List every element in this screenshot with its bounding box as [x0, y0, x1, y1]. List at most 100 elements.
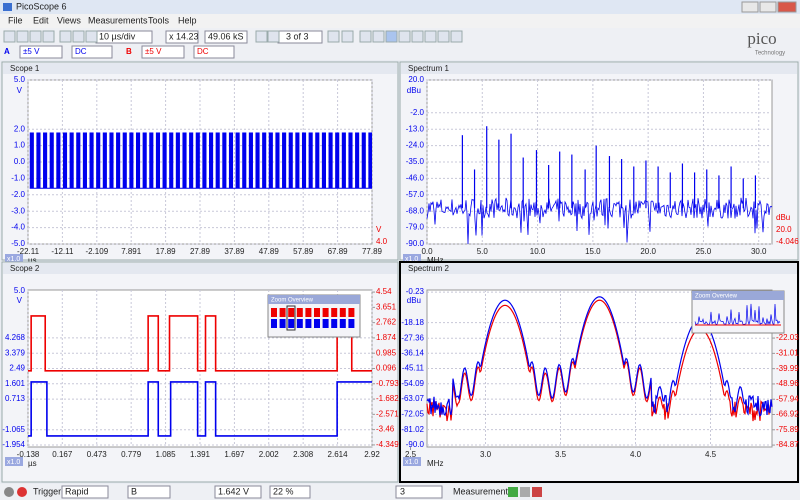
run-button[interactable] — [4, 487, 14, 497]
menu-item[interactable]: Help — [178, 15, 197, 25]
panel-title: Scope 2 — [10, 264, 40, 273]
close-button[interactable] — [777, 1, 797, 13]
menu-item[interactable]: Tools — [148, 15, 170, 25]
pulse — [275, 132, 280, 189]
menu-item[interactable]: Edit — [33, 15, 49, 25]
pulse — [135, 132, 141, 189]
x-tick-label: -2.109 — [85, 247, 108, 256]
add-measurement[interactable] — [508, 487, 518, 497]
y2-tick-label: -22.03 — [776, 333, 799, 342]
y-tick-label: -63.07 — [401, 394, 424, 403]
menu-item[interactable]: File — [8, 15, 23, 25]
pulse — [202, 132, 207, 189]
tool-button[interactable] — [398, 30, 411, 43]
pulse — [288, 132, 293, 189]
pulse — [69, 132, 74, 189]
menu-item[interactable]: Views — [57, 15, 81, 25]
delete-measurement[interactable] — [532, 487, 542, 497]
stop-button[interactable] — [17, 487, 27, 497]
y-tick-label: -72.05 — [401, 410, 424, 419]
maximize-button[interactable] — [759, 1, 777, 13]
pulse — [248, 132, 253, 189]
tool-button[interactable] — [359, 30, 372, 43]
pulse — [43, 132, 48, 189]
tool-button[interactable] — [16, 30, 29, 43]
edit-measurement[interactable] — [520, 487, 530, 497]
menu-item[interactable]: Measurements — [88, 15, 148, 25]
tool-button[interactable] — [42, 30, 55, 43]
y-tick-label: 2.0 — [14, 124, 26, 133]
y2-tick-label: -48.96 — [776, 379, 799, 388]
channel-name: B — [126, 47, 132, 56]
tool-button[interactable] — [327, 30, 340, 43]
zoom-overview-title: Zoom Overview — [271, 298, 314, 304]
panel-title: Spectrum 2 — [408, 264, 449, 273]
y-unit: dBu — [407, 296, 421, 305]
panel: Scope 15.02.01.00.0-1.0-2.0-3.0-4.0-5.0-… — [1, 61, 399, 265]
x-tick-label: 5.0 — [477, 247, 489, 256]
pulse — [129, 132, 134, 189]
scale-tag-bg — [5, 254, 23, 263]
range-box[interactable] — [141, 45, 185, 59]
zoom-thumb — [348, 319, 355, 328]
x-tick-label: 37.89 — [224, 247, 245, 256]
pulse — [56, 132, 61, 189]
pulse — [29, 132, 34, 189]
trigger-mode: Rapid — [65, 486, 89, 496]
tool-button[interactable] — [385, 30, 398, 43]
tool-button[interactable] — [450, 30, 463, 43]
menu-bar — [0, 14, 800, 28]
pulse — [109, 132, 114, 189]
x-tick-label: -0.138 — [17, 450, 40, 459]
tool-button[interactable] — [72, 30, 85, 43]
coupling-box[interactable] — [193, 45, 235, 59]
minimize-button[interactable] — [741, 1, 759, 13]
tool-button[interactable] — [59, 30, 72, 43]
tool-button[interactable] — [3, 30, 16, 43]
y-tick-label: -90.0 — [406, 239, 425, 248]
pulse — [76, 132, 81, 189]
range-box[interactable] — [19, 45, 63, 59]
tool-button[interactable] — [372, 30, 385, 43]
tool-button[interactable] — [29, 30, 42, 43]
y-tick-label: 20.0 — [408, 75, 424, 84]
zoom-thumb — [348, 308, 355, 317]
zoom-box[interactable] — [165, 30, 199, 44]
y-tick-label: 1.0 — [14, 141, 26, 150]
coupling-box[interactable] — [71, 45, 113, 59]
pulse — [282, 132, 287, 189]
y2-tick-label: -3.46 — [376, 425, 395, 434]
pulse — [295, 132, 300, 189]
tool-button[interactable] — [255, 30, 268, 43]
pulse — [361, 132, 366, 189]
tool-button[interactable] — [411, 30, 424, 43]
y-tick-label: -18.18 — [401, 318, 424, 327]
samples-box[interactable] — [204, 30, 248, 44]
tool-button[interactable] — [437, 30, 450, 43]
x-unit: µs — [28, 459, 37, 468]
trigger-level-box[interactable] — [214, 485, 262, 499]
trigger-count-box[interactable] — [395, 485, 443, 499]
tool-button[interactable] — [85, 30, 98, 43]
y-unit: V — [17, 296, 23, 305]
y2-tick-label: -2.571 — [376, 409, 399, 418]
zoom-window[interactable] — [286, 305, 296, 331]
zoom-thumb — [314, 319, 320, 328]
tool-icons — [3, 30, 463, 43]
scale-tag: x1.0 — [7, 256, 20, 263]
pulse — [268, 132, 273, 189]
trigger-source-box[interactable] — [127, 485, 171, 499]
pretrigger-box[interactable] — [269, 485, 311, 499]
tool-button[interactable] — [267, 30, 280, 43]
spectrum-trace — [426, 299, 773, 422]
noise-floor — [426, 197, 773, 245]
x-tick-label: 2.614 — [328, 450, 349, 459]
x-tick-label: 7.891 — [121, 247, 142, 256]
trigger-mode-box[interactable] — [61, 485, 109, 499]
pulse — [36, 132, 41, 189]
y-tick-label: -54.09 — [401, 379, 424, 388]
zoom-thumb — [305, 308, 312, 317]
tool-button[interactable] — [424, 30, 437, 43]
right-label: 20.0 — [776, 225, 792, 234]
tool-button[interactable] — [341, 30, 354, 43]
